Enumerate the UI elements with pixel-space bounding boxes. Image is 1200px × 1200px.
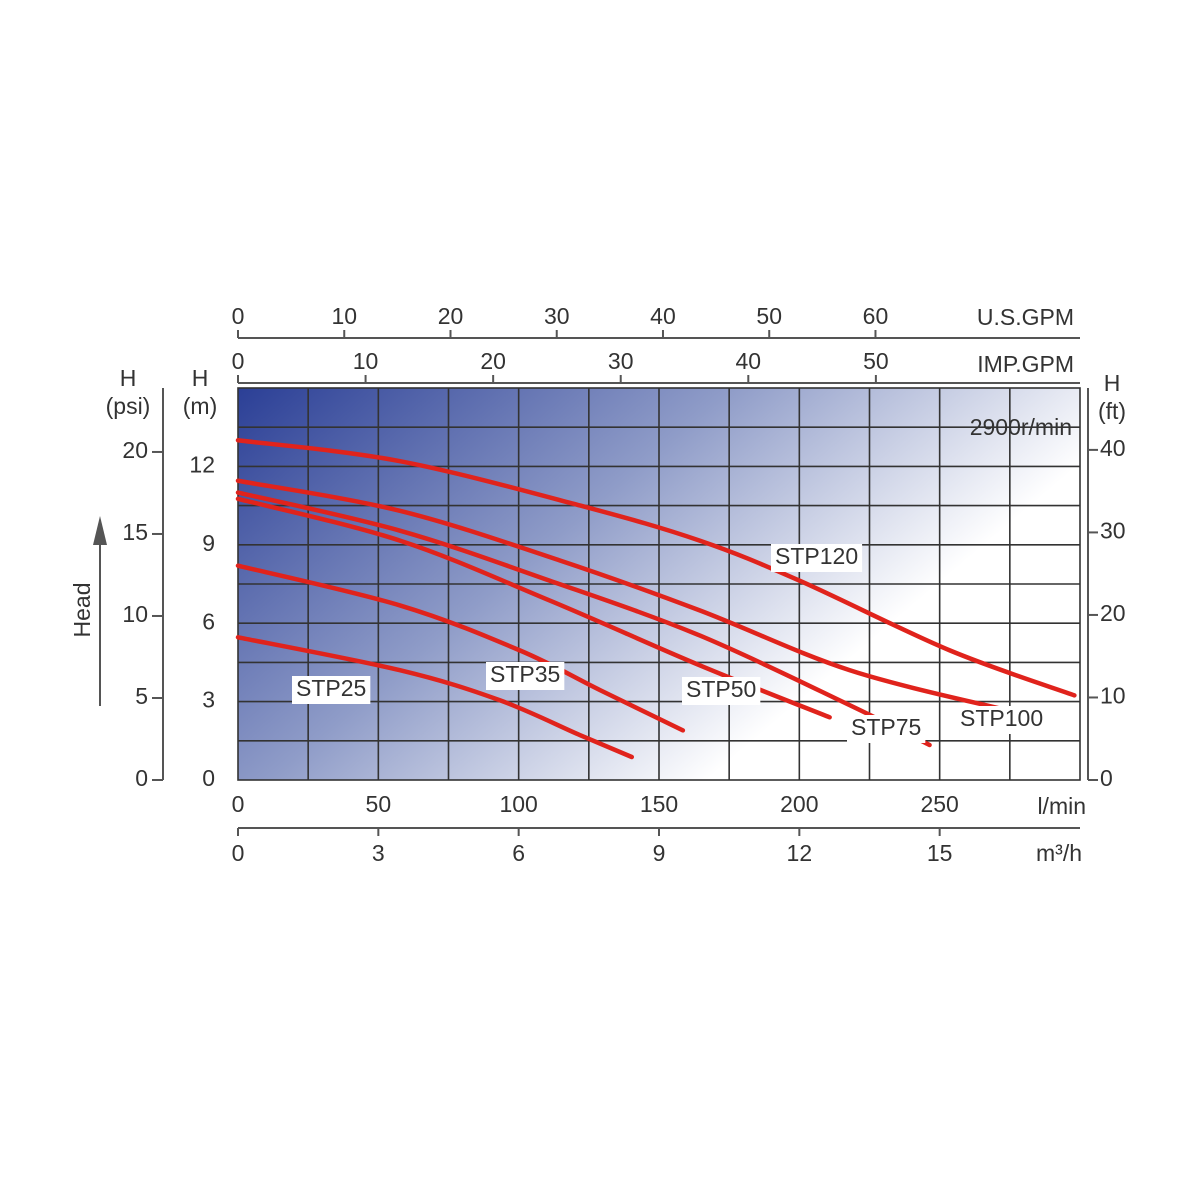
series-label: STP35 — [490, 661, 560, 687]
annotation: 2900r/min — [970, 414, 1072, 440]
side-label: Head — [69, 583, 95, 638]
y-axis-label: (m) — [183, 393, 217, 419]
x-tick-label: 100 — [499, 791, 537, 817]
tick-label: 30 — [1100, 517, 1126, 543]
tick-label: 0 — [232, 840, 245, 866]
axis-title: m³/h — [1036, 840, 1082, 866]
tick-label: 60 — [863, 303, 889, 329]
series-label: STP25 — [296, 675, 366, 701]
x-axis-label: l/min — [1037, 793, 1086, 819]
tick-label: 10 — [122, 601, 148, 627]
y-tick-label: 0 — [202, 765, 215, 791]
curve — [235, 490, 932, 748]
x-tick-label: 150 — [640, 791, 678, 817]
tick-label: 10 — [331, 303, 357, 329]
tick-label: 30 — [544, 303, 570, 329]
tick-label: 40 — [1100, 435, 1126, 461]
curve — [235, 563, 686, 733]
tick-label: 20 — [438, 303, 464, 329]
axis-title: U.S.GPM — [977, 304, 1074, 330]
label-background — [486, 662, 565, 690]
axis-title: (ft) — [1098, 398, 1126, 424]
x-tick-label: 250 — [920, 791, 958, 817]
tick-label: 40 — [650, 303, 676, 329]
tick-label: 0 — [232, 303, 245, 329]
plot-border — [237, 387, 1081, 781]
y-tick-label: 12 — [189, 451, 215, 477]
tick-label: 0 — [232, 348, 245, 374]
series-label: STP120 — [775, 543, 858, 569]
tick-label: 5 — [135, 683, 148, 709]
y-tick-label: 6 — [202, 608, 215, 634]
tick-label: 6 — [512, 840, 525, 866]
label-background — [682, 677, 761, 705]
tick-label: 12 — [787, 840, 813, 866]
tick-label: 30 — [608, 348, 634, 374]
label-background — [292, 676, 371, 704]
tick-label: 10 — [1100, 683, 1126, 709]
tick-label: 9 — [653, 840, 666, 866]
tick-label: 20 — [480, 348, 506, 374]
axis-title: IMP.GPM — [977, 351, 1074, 377]
head-arrow-head — [93, 516, 107, 545]
series-label: STP100 — [960, 705, 1043, 731]
tick-label: 3 — [372, 840, 385, 866]
tick-label: 15 — [927, 840, 953, 866]
tick-label: 20 — [122, 437, 148, 463]
curve — [235, 438, 1077, 698]
label-background — [956, 706, 1048, 734]
tick-label: 0 — [1100, 765, 1113, 791]
x-tick-label: 200 — [780, 791, 818, 817]
tick-label: 10 — [353, 348, 379, 374]
series-label: STP50 — [686, 676, 756, 702]
tick-label: 40 — [736, 348, 762, 374]
tick-label: 15 — [122, 519, 148, 545]
y-tick-label: 3 — [202, 687, 215, 713]
label-background — [847, 715, 926, 743]
axis-title: H — [120, 365, 137, 391]
axis-title: H — [1104, 370, 1121, 396]
tick-label: 20 — [1100, 600, 1126, 626]
tick-label: 50 — [756, 303, 782, 329]
y-axis-label: H — [192, 365, 209, 391]
x-tick-label: 0 — [232, 791, 245, 817]
curve — [235, 478, 1010, 713]
tick-label: 0 — [135, 765, 148, 791]
x-tick-label: 50 — [366, 791, 392, 817]
tick-label: 50 — [863, 348, 889, 374]
y-tick-label: 9 — [202, 530, 215, 556]
label-background — [771, 544, 863, 572]
series-label: STP75 — [851, 714, 921, 740]
axis-title: (psi) — [106, 393, 151, 419]
curve — [235, 635, 635, 760]
